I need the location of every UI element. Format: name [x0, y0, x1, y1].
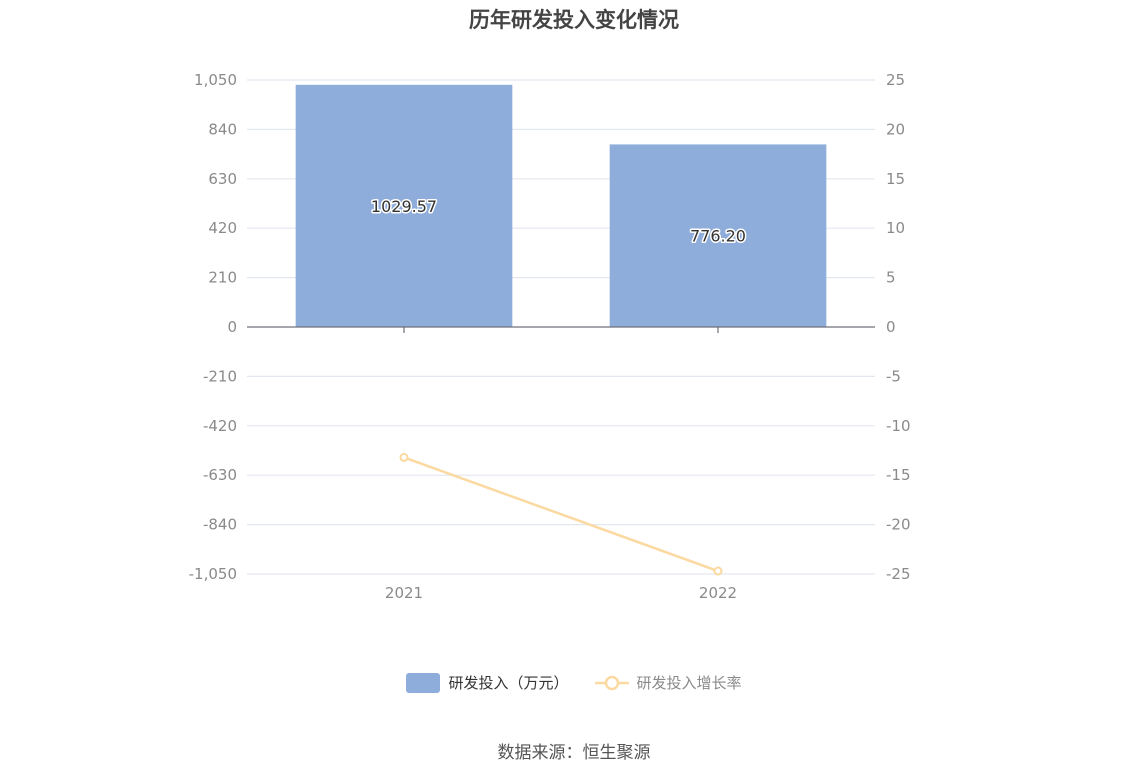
- legend-bar-swatch: [406, 672, 441, 693]
- legend-item-growth-rate[interactable]: 研发投入增长率: [594, 672, 742, 693]
- y-left-tick-label: 420: [208, 219, 237, 237]
- growth-rate-point: [399, 452, 409, 462]
- growth-rate-line: [403, 456, 719, 573]
- y-right-tick-label: -5: [886, 367, 901, 385]
- legend-line-swatch: [594, 675, 629, 690]
- y-right-tick-label: -15: [886, 466, 911, 484]
- y-right-tick-label: -10: [886, 417, 911, 435]
- axes: 1,050 25 840 20 630 15 420 10 210 5 0 0 -210 -5 -420 -1…: [189, 71, 911, 602]
- y-left-tick-label: 0: [227, 318, 237, 336]
- bar-series: [295, 84, 827, 328]
- y-left-tick-label: 1,050: [194, 71, 237, 89]
- y-left-tick-label: -420: [203, 417, 237, 435]
- chart-title: 历年研发投入变化情况: [469, 8, 679, 32]
- bar-value-label: 776.20: [690, 227, 746, 246]
- y-left-tick-label: 840: [208, 120, 237, 138]
- y-left-tick-label: 210: [208, 269, 237, 287]
- y-right-tick-label: -20: [886, 516, 911, 534]
- line-series: [399, 452, 723, 576]
- y-right-tick-label: 15: [886, 170, 905, 188]
- y-right-tick-label: -25: [886, 565, 911, 583]
- legend-label-growth-rate: 研发投入增长率: [636, 674, 742, 692]
- y-right-tick-label: 25: [886, 71, 905, 89]
- bar: [609, 144, 827, 327]
- y-left-tick-label: -210: [203, 367, 237, 385]
- bar: [295, 84, 513, 328]
- growth-rate-point: [713, 566, 723, 576]
- x-tick-label: 2021: [385, 584, 423, 602]
- data-source-note: 数据来源：恒生聚源: [497, 743, 651, 763]
- y-right-tick-label: 10: [886, 219, 905, 237]
- x-tick-label: 2022: [699, 584, 737, 602]
- legend-item-rd-investment[interactable]: 研发投入（万元）: [406, 672, 569, 693]
- y-right-tick-label: 0: [886, 318, 896, 336]
- legend-label-rd-investment: 研发投入（万元）: [448, 674, 569, 692]
- y-left-tick-label: -840: [203, 516, 237, 534]
- data-labels: 1029.57 776.20: [369, 195, 747, 247]
- bar-value-label: 1029.57: [371, 197, 437, 216]
- legend: 研发投入（万元） 研发投入增长率: [0, 672, 1148, 693]
- y-right-tick-label: 5: [886, 269, 896, 287]
- y-right-tick-label: 20: [886, 120, 905, 138]
- y-left-tick-label: 630: [208, 170, 237, 188]
- y-left-tick-label: -1,050: [189, 565, 237, 583]
- y-left-tick-label: -630: [203, 466, 237, 484]
